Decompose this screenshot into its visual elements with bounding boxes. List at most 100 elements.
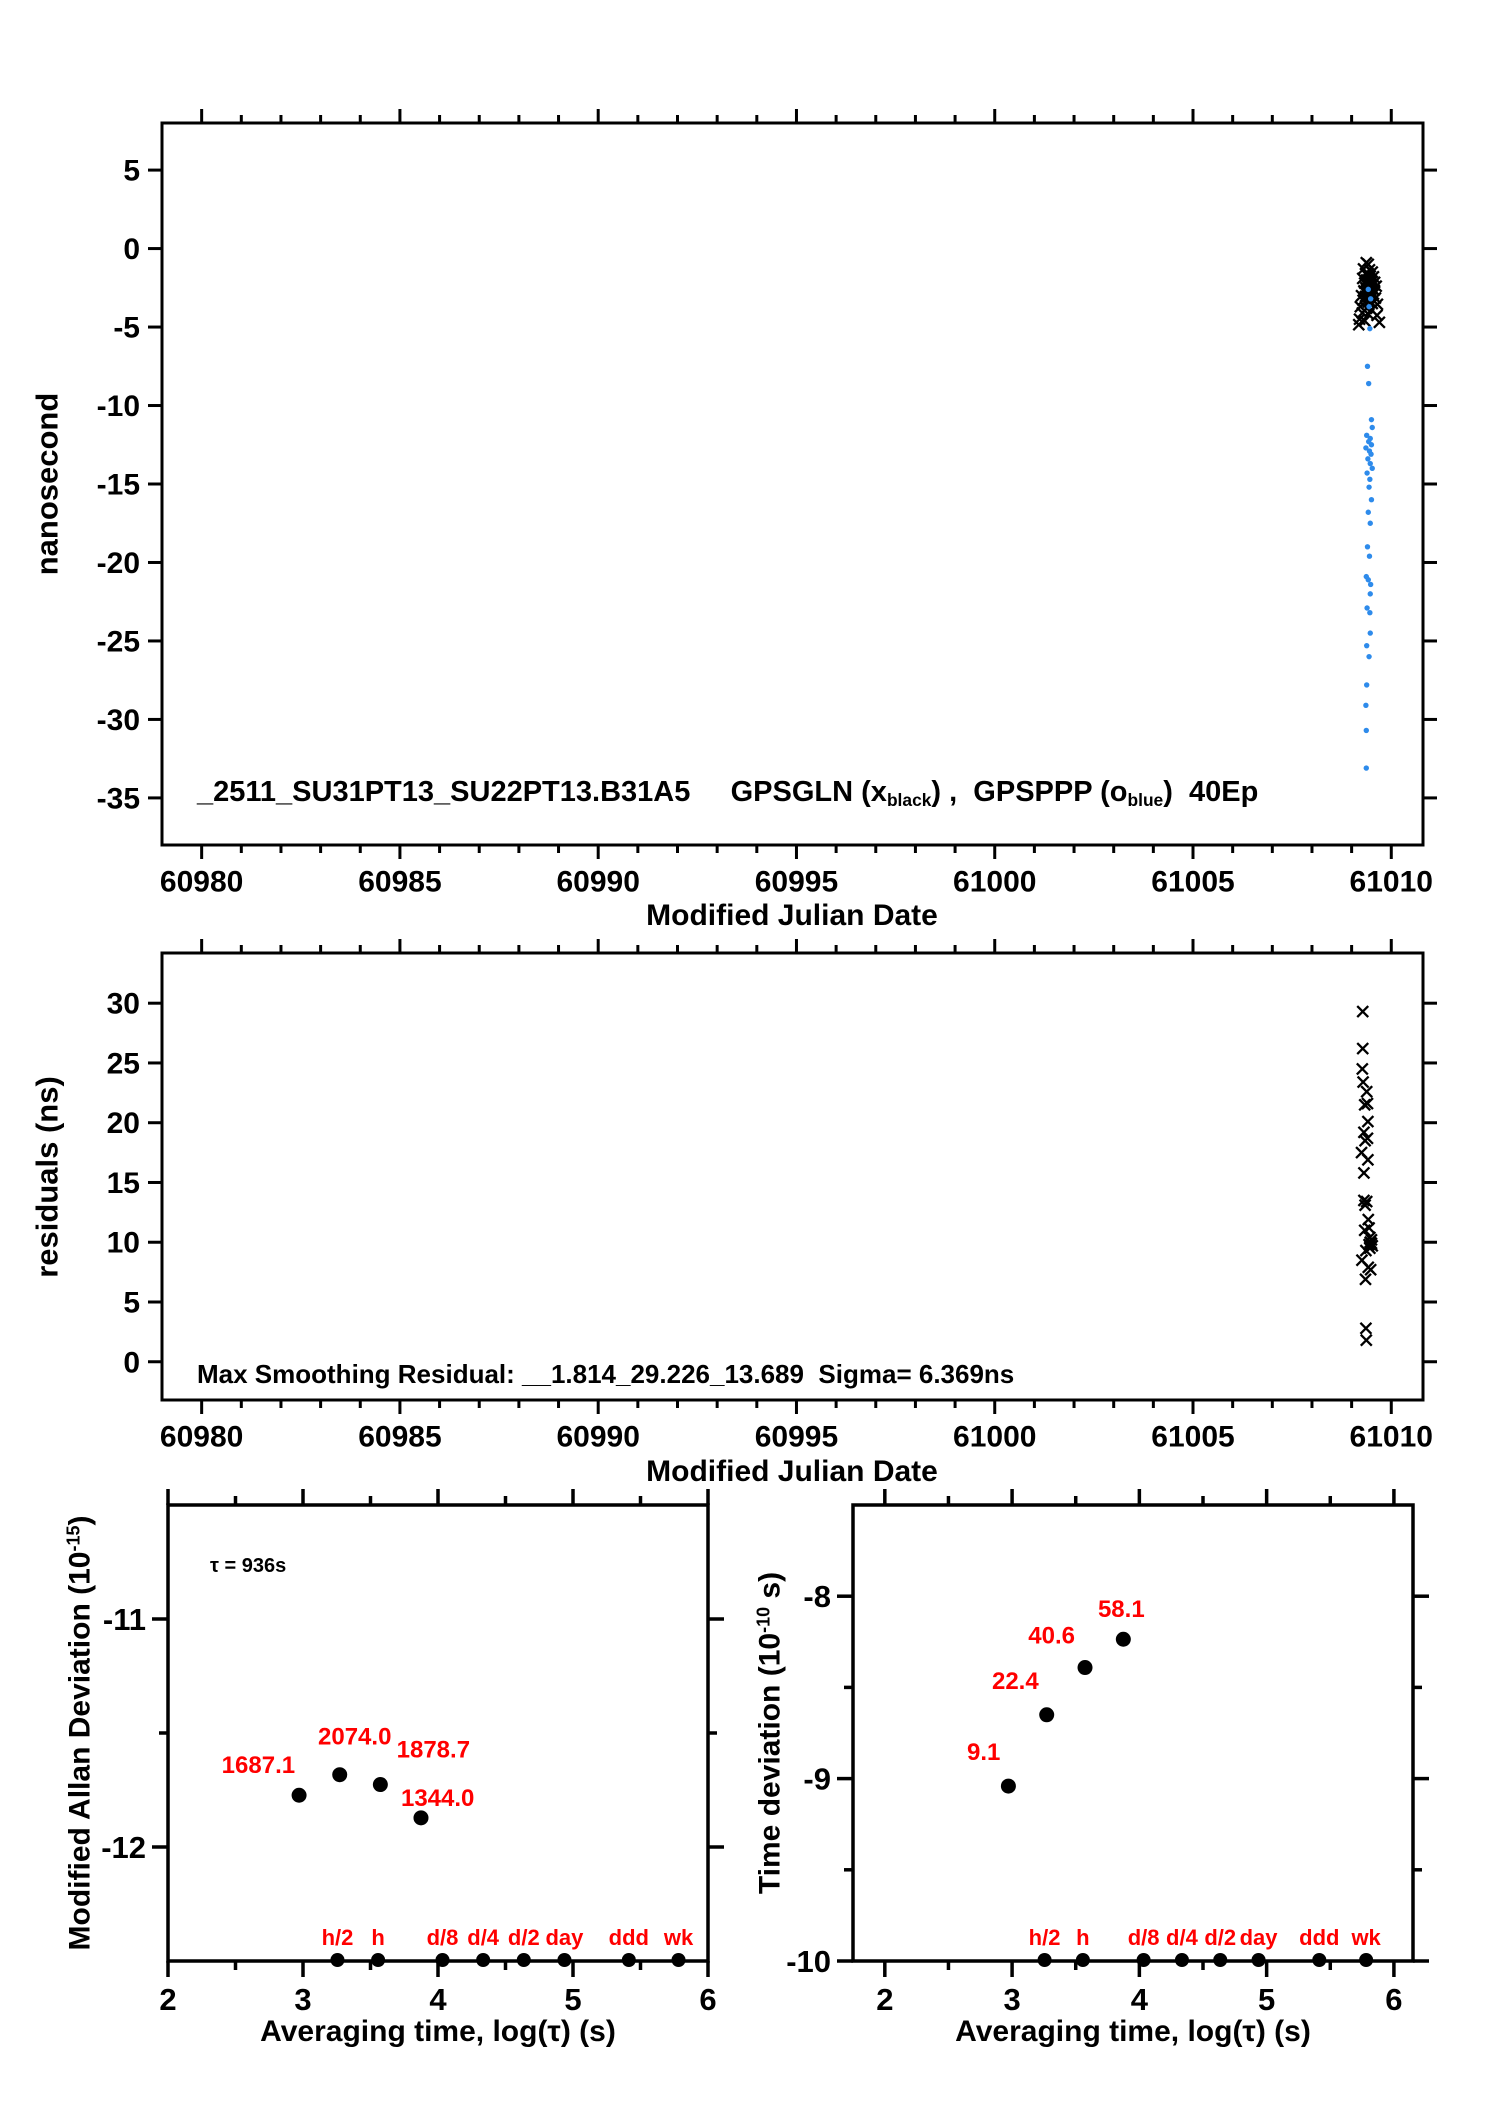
y-tick-label: 20 [107,1107,140,1140]
marker-x-GPSGLN [1370,308,1384,322]
marker-x-residuals [1356,1075,1370,1089]
interval-label-d/4: d/4 [1166,1925,1199,1950]
marker-dot-GPSPPP [1363,445,1369,451]
marker-dot-GPSPPP [1363,682,1370,688]
interval-label-d/4: d/4 [467,1925,500,1950]
interval-label-h: h [371,1925,384,1950]
x-tick-label: 61010 [1350,866,1433,899]
marker-dot-GPSPPP [1363,432,1370,439]
label-part: -15 [63,1525,84,1552]
label-part: blue [1127,790,1164,811]
marker-dot-mdev [372,1777,388,1793]
x-tick-label: 4 [1131,1982,1149,2017]
panel2-x-axis-label: Modified Julian Date [646,1455,938,1488]
panel1-x-axis-label: Modified Julian Date [646,899,938,932]
marker-dot-GPSPPP [1365,286,1371,293]
x-tick-label: 5 [1258,1982,1275,2017]
point-value-label: 40.6 [1028,1623,1075,1650]
x-tick-label: 61000 [953,1421,1036,1454]
panel2-residual-note: Max Smoothing Residual: __1.814_29.226_1… [197,1359,1015,1389]
point-value-label: 1687.1 [222,1752,295,1779]
marker-dot-GPSPPP [1364,544,1371,550]
interval-label-d/8: d/8 [1128,1925,1160,1950]
marker-dot-GPSPPP [1366,553,1373,559]
x-tick-label: 5 [564,1982,581,2017]
marker-dot-GPSPPP [1368,451,1374,457]
label-part: s) [753,1571,787,1607]
x-tick-label: 3 [1003,1982,1020,2017]
marker-dot-GPSPPP [1365,380,1372,387]
y-tick-label: -20 [97,547,140,580]
y-tick-label: 30 [107,988,140,1021]
marker-dot-GPSPPP [1369,465,1375,472]
interval-label-ddd: ddd [609,1925,649,1950]
x-tick-label: 60995 [755,1421,838,1454]
y-tick-label: -15 [97,469,140,502]
label-part: _2511_SU31PT13_SU22PT13.B31A5 GPSGLN (x [197,776,887,808]
marker-x-residuals [1360,1195,1374,1208]
x-tick-label: 60995 [755,866,838,899]
marker-x-residuals [1361,1131,1374,1145]
y-tick-label: -12 [101,1830,146,1865]
marker-x-residuals [1357,1166,1371,1180]
x-tick-label: 61005 [1151,866,1234,899]
marker-dot-GPSPPP [1363,727,1369,734]
marker-dot-GPSPPP [1363,702,1369,709]
marker-dot-GPSPPP [1369,424,1375,431]
label-part: ) , GPSPPP (o [931,776,1128,808]
plot-box [160,951,1425,1402]
marker-dot-GPSPPP [1368,416,1375,423]
marker-x-residuals [1356,1062,1369,1076]
y-tick-label: -35 [97,782,140,815]
marker-dot-tdev [1039,1707,1055,1723]
marker-dot-GPSPPP [1363,765,1369,771]
x-tick-label: 60985 [358,866,441,899]
x-tick-label: 60980 [160,866,243,899]
interval-label-h/2: h/2 [1029,1925,1061,1950]
marker-dot-GPSPPP [1367,581,1374,588]
point-value-label: 2074.0 [318,1724,391,1751]
marker-x-residuals [1359,1333,1373,1347]
point-value-label: 9.1 [967,1739,1000,1766]
interval-label-h/2: h/2 [322,1925,354,1950]
interval-label-d/8: d/8 [427,1925,459,1950]
point-value-label: 1878.7 [397,1737,470,1764]
interval-label-wk: wk [1350,1925,1381,1950]
marker-x-residuals [1356,1042,1370,1055]
marker-dot-GPSPPP [1366,484,1372,490]
interval-label-ddd: ddd [1299,1925,1339,1950]
marker-dot-GPSPPP [1368,442,1375,448]
panel3-tau-note: τ = 936s [210,1555,287,1577]
y-tick-label: 25 [107,1047,140,1080]
x-tick-label: 6 [1385,1982,1402,2017]
interval-label-d/2: d/2 [508,1925,540,1950]
y-tick-label: 0 [123,1346,140,1379]
y-tick-label: 5 [123,155,140,188]
panel3-y-axis-label: Modified Allan Deviation (10-15) [63,1516,96,1951]
marker-dot-GPSPPP [1364,363,1371,369]
panel3-x-axis-label: Averaging time, log(τ) (s) [260,2015,616,2048]
marker-dot-mdev [332,1767,348,1783]
x-tick-label: 60985 [358,1421,441,1454]
marker-dot-GPSPPP [1367,325,1373,332]
interval-label-wk: wk [663,1925,694,1950]
marker-dot-tdev [1000,1778,1016,1794]
marker-x-residuals [1361,1097,1374,1110]
marker-dot-GPSPPP [1367,460,1373,467]
x-tick-label: 60990 [556,866,639,899]
x-tick-label: 4 [429,1982,447,2017]
y-tick-label: -11 [103,1602,146,1637]
y-tick-label: -10 [786,1944,831,1979]
point-value-label: 1344.0 [401,1785,474,1812]
x-tick-label: 61010 [1350,1421,1433,1454]
panel4-y-axis-label: Time deviation (10-10 s) [753,1571,787,1894]
interval-label-d/2: d/2 [1204,1925,1236,1950]
marker-x-residuals [1359,1321,1373,1335]
interval-label-day: day [545,1925,584,1950]
marker-dot-GPSPPP [1368,496,1375,503]
y-tick-label: 15 [107,1167,140,1200]
y-tick-label: -25 [97,625,140,658]
marker-x-GPSGLN [1373,316,1386,329]
